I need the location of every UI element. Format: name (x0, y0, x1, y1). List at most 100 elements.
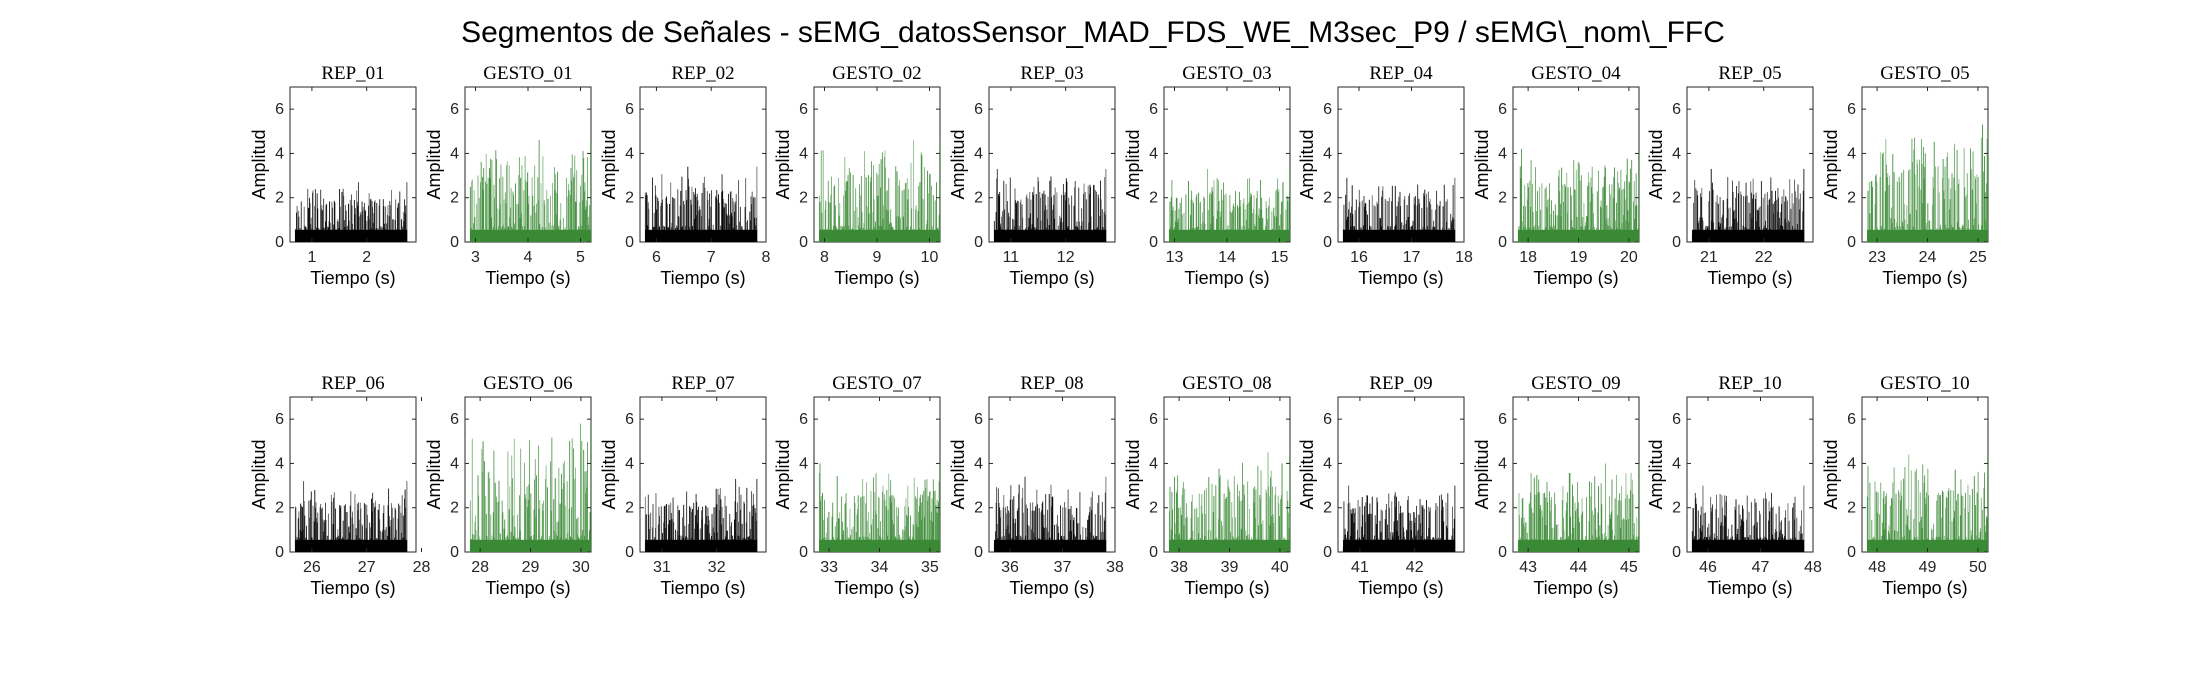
x-axis-label: Tiempo (s) (485, 578, 570, 598)
y-axis-label: Amplitud (1297, 129, 1317, 199)
subplot-gesto-06: 0 2 4 6 28 29 30 GESTO_06 Tiempo (s) Amplitud (424, 373, 592, 598)
y-tick-label: 2 (625, 500, 634, 517)
y-tick-label: 6 (974, 411, 983, 428)
y-tick-label: 0 (1498, 234, 1507, 251)
y-tick-label: 0 (625, 544, 634, 561)
y-tick-label: 4 (799, 455, 808, 472)
x-tick-label: 28 (471, 559, 489, 576)
y-tick-label: 2 (1149, 500, 1158, 517)
signal-base (295, 229, 408, 242)
signal-base (645, 539, 758, 552)
signal-gesto-07 (818, 463, 941, 552)
x-tick-label: 41 (1351, 559, 1369, 576)
y-tick-label: 6 (799, 101, 808, 118)
y-axis-label: Amplitud (1821, 439, 1841, 509)
y-tick-label: 0 (275, 234, 284, 251)
y-tick-label: 6 (450, 411, 459, 428)
signal-rep-10 (1691, 485, 1805, 552)
x-axis-label: Tiempo (s) (1184, 268, 1269, 288)
subplot-title: REP_08 (1020, 373, 1083, 394)
y-tick-label: 4 (450, 145, 459, 162)
signal-rep-03 (993, 168, 1107, 242)
x-tick-label: 18 (1519, 249, 1537, 266)
y-tick-label: 4 (1149, 455, 1158, 472)
x-axis-label: Tiempo (s) (310, 268, 395, 288)
x-tick-label: 49 (1919, 559, 1937, 576)
signal-base (1692, 539, 1805, 552)
subplot-gesto-02: 0 2 4 6 8 9 10 GESTO_02 Tiempo (s) Amplitud (773, 63, 941, 288)
x-tick-label: 13 (1166, 249, 1184, 266)
x-tick-label: 14 (1218, 249, 1236, 266)
y-tick-label: 4 (625, 455, 634, 472)
x-tick-label: 6 (652, 249, 661, 266)
subplot-rep-06: 0 2 4 6 26 27 28 REP_06 Tiempo (s) Amplitud (249, 373, 430, 598)
x-tick-label: 44 (1570, 559, 1588, 576)
x-tick-label: 48 (1868, 559, 1886, 576)
y-tick-label: 2 (1672, 190, 1681, 207)
x-tick-label: 45 (1620, 559, 1638, 576)
subplot-title: REP_04 (1369, 63, 1433, 84)
y-tick-label: 2 (1498, 190, 1507, 207)
y-tick-label: 0 (799, 544, 808, 561)
x-tick-label: 24 (1919, 249, 1937, 266)
subplot-rep-09: 0 2 4 6 41 42 REP_09 Tiempo (s) Amplitud (1297, 373, 1465, 598)
x-axis-label: Tiempo (s) (310, 578, 395, 598)
subplot-title: GESTO_02 (832, 63, 921, 84)
signal-gesto-03 (1168, 168, 1291, 242)
x-tick-label: 31 (653, 559, 671, 576)
x-axis-label: Tiempo (s) (660, 578, 745, 598)
signal-rep-04 (1342, 177, 1456, 242)
x-tick-label: 18 (1455, 249, 1473, 266)
subplot-title: GESTO_07 (832, 373, 921, 394)
y-tick-label: 2 (1323, 500, 1332, 517)
subplot-gesto-01: 0 2 4 6 3 4 5 GESTO_01 Tiempo (s) Amplitud (424, 63, 592, 288)
subplot-gesto-07: 0 2 4 6 33 34 35 GESTO_07 Tiempo (s) Amplitud (773, 373, 941, 598)
x-tick-label: 23 (1868, 249, 1886, 266)
x-tick-label: 37 (1054, 559, 1072, 576)
subplot-title: REP_10 (1718, 373, 1781, 394)
y-tick-label: 0 (1847, 234, 1856, 251)
x-tick-label: 30 (572, 559, 590, 576)
subplot-title: REP_02 (671, 63, 734, 84)
y-tick-label: 4 (1847, 455, 1856, 472)
x-tick-label: 35 (921, 559, 939, 576)
y-tick-label: 6 (450, 101, 459, 118)
signal-rep-08 (993, 476, 1107, 552)
signal-base (1343, 229, 1456, 242)
x-tick-label: 19 (1570, 249, 1588, 266)
signal-gesto-10 (1866, 454, 1989, 552)
y-tick-label: 0 (625, 234, 634, 251)
subplot-title: REP_05 (1718, 63, 1781, 84)
x-tick-label: 32 (708, 559, 726, 576)
signal-gesto-08 (1168, 452, 1291, 552)
x-axis-label: Tiempo (s) (485, 268, 570, 288)
y-tick-label: 0 (1149, 234, 1158, 251)
y-tick-label: 6 (1672, 411, 1681, 428)
subplot-title: REP_03 (1020, 63, 1083, 84)
subplot-rep-04: 0 2 4 6 16 17 18 REP_04 Tiempo (s) Amplitud (1297, 63, 1473, 288)
signal-base (1867, 539, 1988, 552)
x-tick-label: 38 (1170, 559, 1188, 576)
y-tick-label: 6 (1498, 411, 1507, 428)
y-tick-label: 6 (799, 411, 808, 428)
y-tick-label: 6 (275, 101, 284, 118)
y-tick-label: 0 (1672, 544, 1681, 561)
y-axis-label: Amplitud (249, 129, 269, 199)
x-axis-label: Tiempo (s) (1009, 578, 1094, 598)
signal-base (1518, 229, 1639, 242)
y-tick-label: 0 (1672, 234, 1681, 251)
x-tick-label: 25 (1969, 249, 1987, 266)
signal-gesto-01 (469, 140, 592, 242)
x-tick-label: 8 (820, 249, 829, 266)
signal-rep-09 (1342, 485, 1456, 552)
x-tick-label: 29 (522, 559, 540, 576)
y-tick-label: 0 (1498, 544, 1507, 561)
x-tick-label: 26 (303, 559, 321, 576)
x-axis-label: Tiempo (s) (660, 268, 745, 288)
y-tick-label: 4 (1672, 455, 1681, 472)
x-tick-label: 33 (820, 559, 838, 576)
axes-frame (289, 86, 417, 243)
y-tick-label: 4 (1323, 455, 1332, 472)
